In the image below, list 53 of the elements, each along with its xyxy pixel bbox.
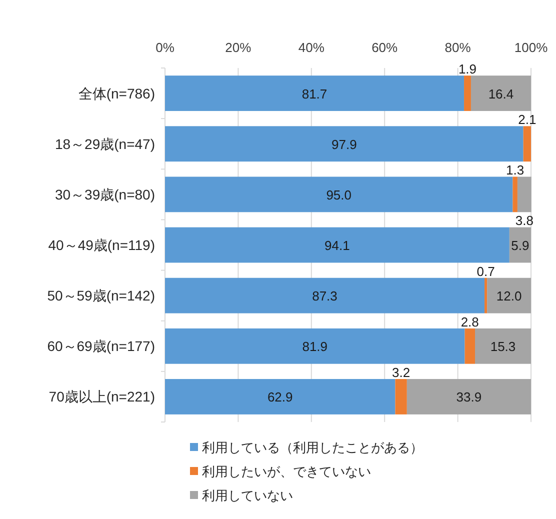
bar <box>165 126 524 162</box>
bar <box>165 328 465 364</box>
bar <box>484 278 488 314</box>
data-label: 87.3 <box>312 288 338 304</box>
y-tick-label: 40～49歳(n=119) <box>48 237 155 253</box>
bar <box>512 176 518 212</box>
y-tick-label: 60～69歳(n=177) <box>47 338 155 354</box>
x-tick-label: 40% <box>298 40 325 55</box>
bar <box>470 76 531 111</box>
bar <box>464 328 475 364</box>
data-label: 81.7 <box>302 86 328 102</box>
data-label: 1.9 <box>458 62 477 77</box>
x-tick-label: 80% <box>444 40 472 55</box>
bar <box>406 379 531 414</box>
data-label: 81.9 <box>302 339 328 354</box>
bar <box>464 76 471 111</box>
data-label: 12.0 <box>496 288 522 304</box>
bar <box>165 76 464 111</box>
x-tick-label: 20% <box>225 40 252 55</box>
legend-label: 利用している（利用したことがある） <box>202 440 423 455</box>
x-tick-label: 60% <box>372 40 398 55</box>
bar <box>523 126 531 162</box>
bar <box>165 278 485 314</box>
data-label: 3.2 <box>392 365 410 380</box>
data-label: 16.4 <box>488 86 514 102</box>
bar <box>165 227 510 263</box>
legend-label: 利用したいが、できていない <box>202 464 371 479</box>
data-label: 0.7 <box>476 264 495 279</box>
y-tick-label: 70歳以上(n=221) <box>48 388 155 405</box>
data-label: 33.9 <box>456 390 482 405</box>
bar <box>165 379 396 414</box>
data-label: 97.9 <box>332 136 357 152</box>
data-label: 95.0 <box>326 187 352 202</box>
bar <box>487 278 531 314</box>
data-label: 1.3 <box>506 162 524 178</box>
bar <box>395 379 407 414</box>
data-label: 15.3 <box>490 339 516 354</box>
bar <box>517 176 532 212</box>
x-tick-label: 0% <box>156 40 175 55</box>
data-label: 3.8 <box>515 213 534 228</box>
y-tick-label: 18～29歳(n=47) <box>54 136 155 152</box>
data-label: 2.1 <box>518 112 536 128</box>
data-label: 94.1 <box>324 238 350 253</box>
y-tick-label: 50～59歳(n=142) <box>47 288 155 304</box>
data-label: 5.9 <box>511 238 530 253</box>
legend-label: 利用していない <box>202 488 293 503</box>
data-label: 2.8 <box>460 314 479 330</box>
data-label: 62.9 <box>267 390 293 405</box>
y-tick-label: 全体(n=786) <box>78 85 155 102</box>
bar <box>475 328 531 364</box>
x-tick-label: 100% <box>514 40 548 55</box>
bar <box>165 176 513 212</box>
y-tick-label: 30～39歳(n=80) <box>54 186 155 202</box>
